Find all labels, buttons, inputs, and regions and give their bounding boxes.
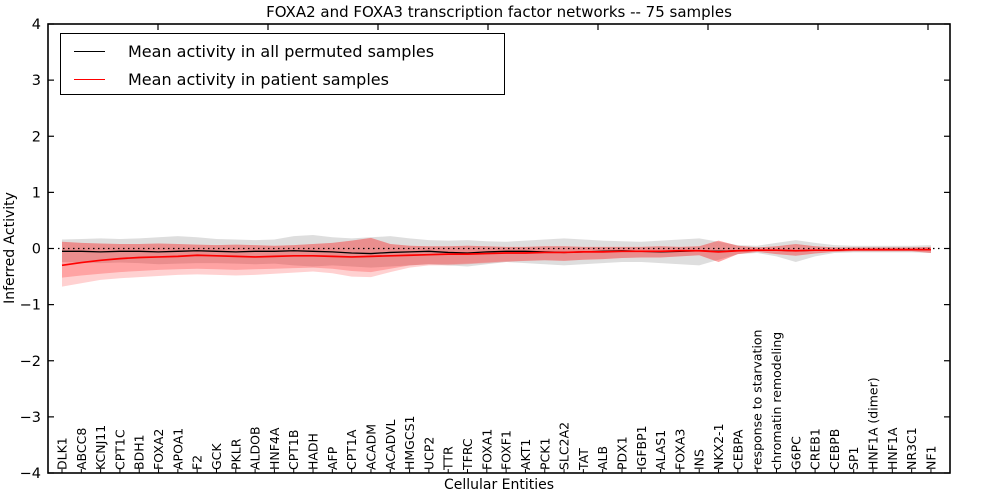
x-tick-label: F2 [190, 455, 205, 470]
x-tick-label: NR3C1 [904, 427, 919, 470]
x-tick-label: TFRC [460, 438, 475, 471]
x-tick-label: AFP [325, 446, 340, 470]
x-tick-label: CPT1C [112, 429, 127, 470]
x-tick-label: ALDOB [248, 426, 263, 470]
legend-item-patient: Mean activity in patient samples [61, 67, 389, 91]
legend-item-permuted: Mean activity in all permuted samples [61, 39, 434, 63]
patient-mean-line [61, 248, 931, 267]
x-tick-label: HADH [306, 433, 321, 470]
y-axis-label: Inferred Activity [2, 192, 18, 304]
x-tick-label: FOXA1 [479, 429, 494, 470]
x-tick-label: PDX1 [614, 436, 629, 470]
x-tick-label: IGFBP1 [634, 425, 649, 470]
y-tick-label: −2 [20, 354, 41, 370]
legend-label: Mean activity in patient samples [128, 69, 389, 89]
x-tick-label: CPT1A [344, 429, 359, 470]
legend-line-swatch-black [74, 50, 105, 52]
chart-title: FOXA2 and FOXA3 transcription factor net… [266, 3, 732, 21]
x-tick-label: SP1 [846, 447, 861, 470]
legend-label: Mean activity in all permuted samples [128, 41, 435, 61]
y-tick-label: 2 [32, 129, 41, 145]
x-tick-label: PCK1 [537, 438, 552, 470]
x-tick-label: ALAS1 [653, 430, 668, 470]
x-tick-label: CEBPA [730, 429, 745, 470]
x-tick-label: chromatin remodeling [769, 332, 784, 470]
x-tick-label: PKLR [228, 438, 243, 470]
y-tick-label: −3 [20, 410, 41, 426]
x-tick-label: SLC2A2 [557, 422, 572, 470]
x-tick-label: HNF1A [885, 427, 900, 470]
x-tick-label: GCK [209, 443, 224, 470]
x-tick-label: NKX2-1 [711, 423, 726, 470]
legend: Mean activity in all permuted samples Me… [60, 33, 505, 95]
x-tick-label: ACADM [363, 424, 378, 470]
x-tick-label: DLK1 [55, 437, 70, 470]
x-tick-label: APOA1 [170, 428, 185, 470]
x-tick-label: FOXF1 [499, 430, 514, 470]
x-tick-label: ALB [595, 446, 610, 470]
y-tick-label: 3 [32, 73, 41, 89]
x-tick-label: response to starvation [750, 330, 765, 471]
x-tick-label: HNF4A [267, 427, 282, 470]
x-tick-label: G6PC [788, 436, 803, 470]
x-tick-label: AKT1 [518, 439, 533, 470]
x-tick-label: CPT1B [286, 430, 301, 470]
x-tick-label: HNF1A (dimer) [866, 377, 881, 470]
y-tick-label: 4 [32, 17, 41, 33]
x-axis-label: Cellular Entities [443, 477, 555, 493]
x-tick-label: TAT [576, 448, 591, 471]
x-tick-label: ABCC8 [74, 428, 89, 470]
x-tick-label: HMGCS1 [402, 416, 417, 471]
x-tick-label: KCNJ11 [93, 425, 108, 470]
x-tick-label: CREB1 [808, 428, 823, 470]
x-tick-label: INS [692, 449, 707, 470]
legend-line-swatch-red [74, 78, 105, 80]
x-tick-label: FOXA2 [151, 429, 166, 470]
x-tick-label: CEBPB [827, 429, 842, 470]
y-tick-label: 1 [32, 185, 41, 201]
patient-outer-band [62, 237, 931, 287]
x-tick-label: BDH1 [132, 434, 147, 470]
patient-std-band [62, 237, 931, 278]
y-tick-label: −4 [20, 466, 41, 482]
x-tick-label: TTR [441, 446, 456, 471]
y-tick-label: 0 [32, 242, 41, 258]
x-tick-label: FOXA3 [672, 429, 687, 470]
x-tick-label: NF1 [923, 446, 938, 471]
x-tick-label: UCP2 [421, 437, 436, 470]
x-tick-label: ACADVL [383, 419, 398, 470]
y-tick-label: −1 [20, 298, 41, 314]
